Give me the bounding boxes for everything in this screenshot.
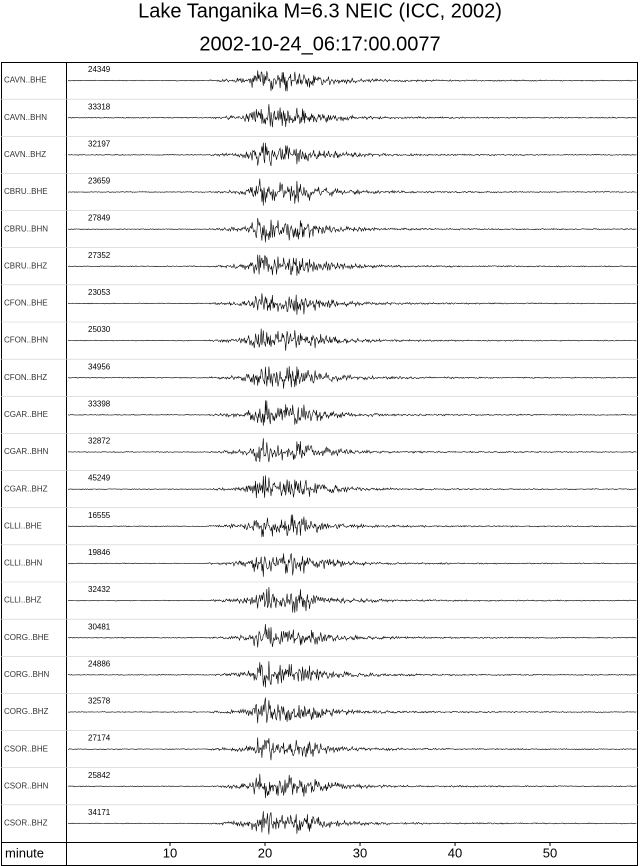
amplitude-label: 25842 [88, 771, 111, 780]
amplitude-label: 27174 [88, 734, 111, 743]
trace-label: CAVN..BHN [4, 113, 47, 122]
amplitude-label: 34956 [88, 362, 111, 371]
amplitude-label: 33398 [88, 399, 111, 408]
amplitude-label: 23053 [88, 288, 111, 297]
trace-label: CSOR..BHZ [4, 819, 48, 828]
amplitude-label: 30481 [88, 622, 111, 631]
waveform [68, 737, 637, 761]
waveform [67, 104, 637, 128]
amplitude-label: 23659 [88, 177, 111, 186]
amplitude-label: 27849 [88, 214, 111, 223]
x-tick-label: 30 [353, 845, 367, 860]
x-tick-label: 10 [163, 845, 177, 860]
x-axis-label: minute [5, 845, 44, 860]
waveform [68, 142, 637, 167]
waveform [68, 514, 637, 538]
amplitude-label: 32197 [88, 139, 111, 148]
waveform [67, 661, 637, 688]
trace-label: CAVN..BHE [4, 76, 47, 85]
trace-label: CBRU..BHN [4, 224, 48, 233]
x-tick-label: 20 [258, 845, 272, 860]
trace-label: CSOR..BHE [4, 744, 48, 753]
amplitude-label: 45249 [88, 474, 111, 483]
waveform [67, 217, 637, 243]
waveform [67, 586, 637, 613]
waveform [67, 293, 637, 315]
waveform [67, 697, 637, 724]
x-tick-label: 40 [448, 845, 462, 860]
trace-label: CLLI..BHZ [4, 596, 41, 605]
trace-label: CGAR..BHN [4, 447, 49, 456]
amplitude-label: 32578 [88, 697, 111, 706]
trace-label: CGAR..BHZ [4, 484, 48, 493]
amplitude-label: 32872 [88, 437, 111, 446]
waveform [67, 438, 637, 463]
amplitude-label: 25030 [88, 325, 111, 334]
trace-label: CFON..BHE [4, 299, 48, 308]
trace-label: CBRU..BHZ [4, 261, 47, 270]
trace-label: CORG..BHZ [4, 707, 49, 716]
waveform [67, 178, 637, 206]
trace-label: CAVN..BHZ [4, 150, 46, 159]
trace-label: CFON..BHN [4, 336, 48, 345]
waveform [67, 70, 637, 92]
trace-label: CORG..BHN [4, 670, 50, 679]
trace-label: CORG..BHE [4, 633, 49, 642]
amplitude-label: 24886 [88, 659, 111, 668]
trace-label: CLLI..BHE [4, 521, 42, 530]
waveform [67, 475, 637, 499]
trace-label: CBRU..BHE [4, 187, 48, 196]
x-tick-label: 50 [543, 845, 557, 860]
amplitude-label: 27352 [88, 251, 111, 260]
chart-title: Lake Tanganika M=6.3 NEIC (ICC, 2002) [138, 0, 502, 22]
waveform [67, 811, 637, 835]
amplitude-label: 34171 [88, 808, 111, 817]
waveform [67, 553, 637, 577]
amplitude-label: 16555 [88, 511, 111, 520]
trace-label: CLLI..BHN [4, 559, 42, 568]
trace-label: CSOR..BHN [4, 781, 49, 790]
waveform [67, 623, 637, 648]
trace-label: CFON..BHZ [4, 373, 47, 382]
amplitude-label: 32432 [88, 585, 111, 594]
waveform [67, 366, 637, 389]
waveform [67, 400, 637, 426]
waveform [68, 773, 637, 799]
trace-label: CGAR..BHE [4, 410, 48, 419]
amplitude-label: 33318 [88, 102, 111, 111]
amplitude-label: 24349 [88, 65, 111, 74]
amplitude-label: 19846 [88, 548, 111, 557]
waveform [67, 254, 637, 276]
waveform [68, 328, 637, 351]
chart-subtitle: 2002-10-24_06:17:00.0077 [199, 33, 440, 55]
